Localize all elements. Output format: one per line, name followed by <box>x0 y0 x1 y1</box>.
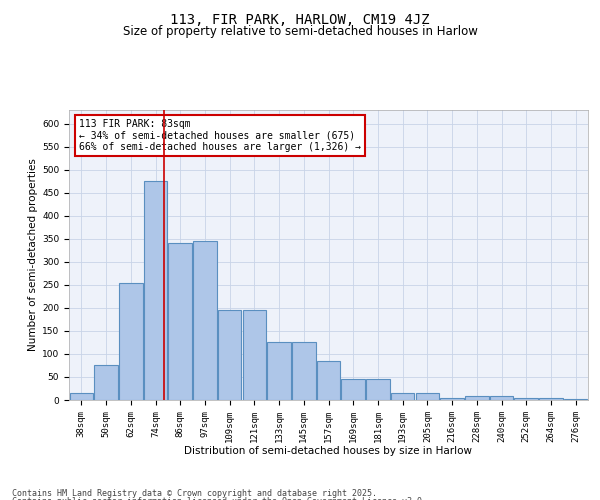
Text: Contains HM Land Registry data © Crown copyright and database right 2025.: Contains HM Land Registry data © Crown c… <box>12 488 377 498</box>
Bar <box>341 380 365 400</box>
Bar <box>94 366 118 400</box>
Bar <box>242 310 266 400</box>
Bar <box>416 393 439 400</box>
Bar <box>70 393 93 400</box>
X-axis label: Distribution of semi-detached houses by size in Harlow: Distribution of semi-detached houses by … <box>185 446 473 456</box>
Bar <box>317 361 340 400</box>
Bar <box>119 282 143 400</box>
Bar <box>292 342 316 400</box>
Bar <box>490 396 513 400</box>
Bar <box>465 396 488 400</box>
Bar <box>539 398 563 400</box>
Bar <box>564 399 587 400</box>
Text: 113 FIR PARK: 83sqm
← 34% of semi-detached houses are smaller (675)
66% of semi-: 113 FIR PARK: 83sqm ← 34% of semi-detach… <box>79 118 361 152</box>
Bar <box>169 244 192 400</box>
Text: 113, FIR PARK, HARLOW, CM19 4JZ: 113, FIR PARK, HARLOW, CM19 4JZ <box>170 12 430 26</box>
Bar <box>218 310 241 400</box>
Bar <box>391 393 415 400</box>
Text: Size of property relative to semi-detached houses in Harlow: Size of property relative to semi-detach… <box>122 25 478 38</box>
Bar <box>268 342 291 400</box>
Bar <box>440 398 464 400</box>
Text: Contains public sector information licensed under the Open Government Licence v3: Contains public sector information licen… <box>12 497 427 500</box>
Bar <box>366 380 389 400</box>
Bar <box>144 182 167 400</box>
Bar <box>193 241 217 400</box>
Y-axis label: Number of semi-detached properties: Number of semi-detached properties <box>28 158 38 352</box>
Bar <box>514 398 538 400</box>
